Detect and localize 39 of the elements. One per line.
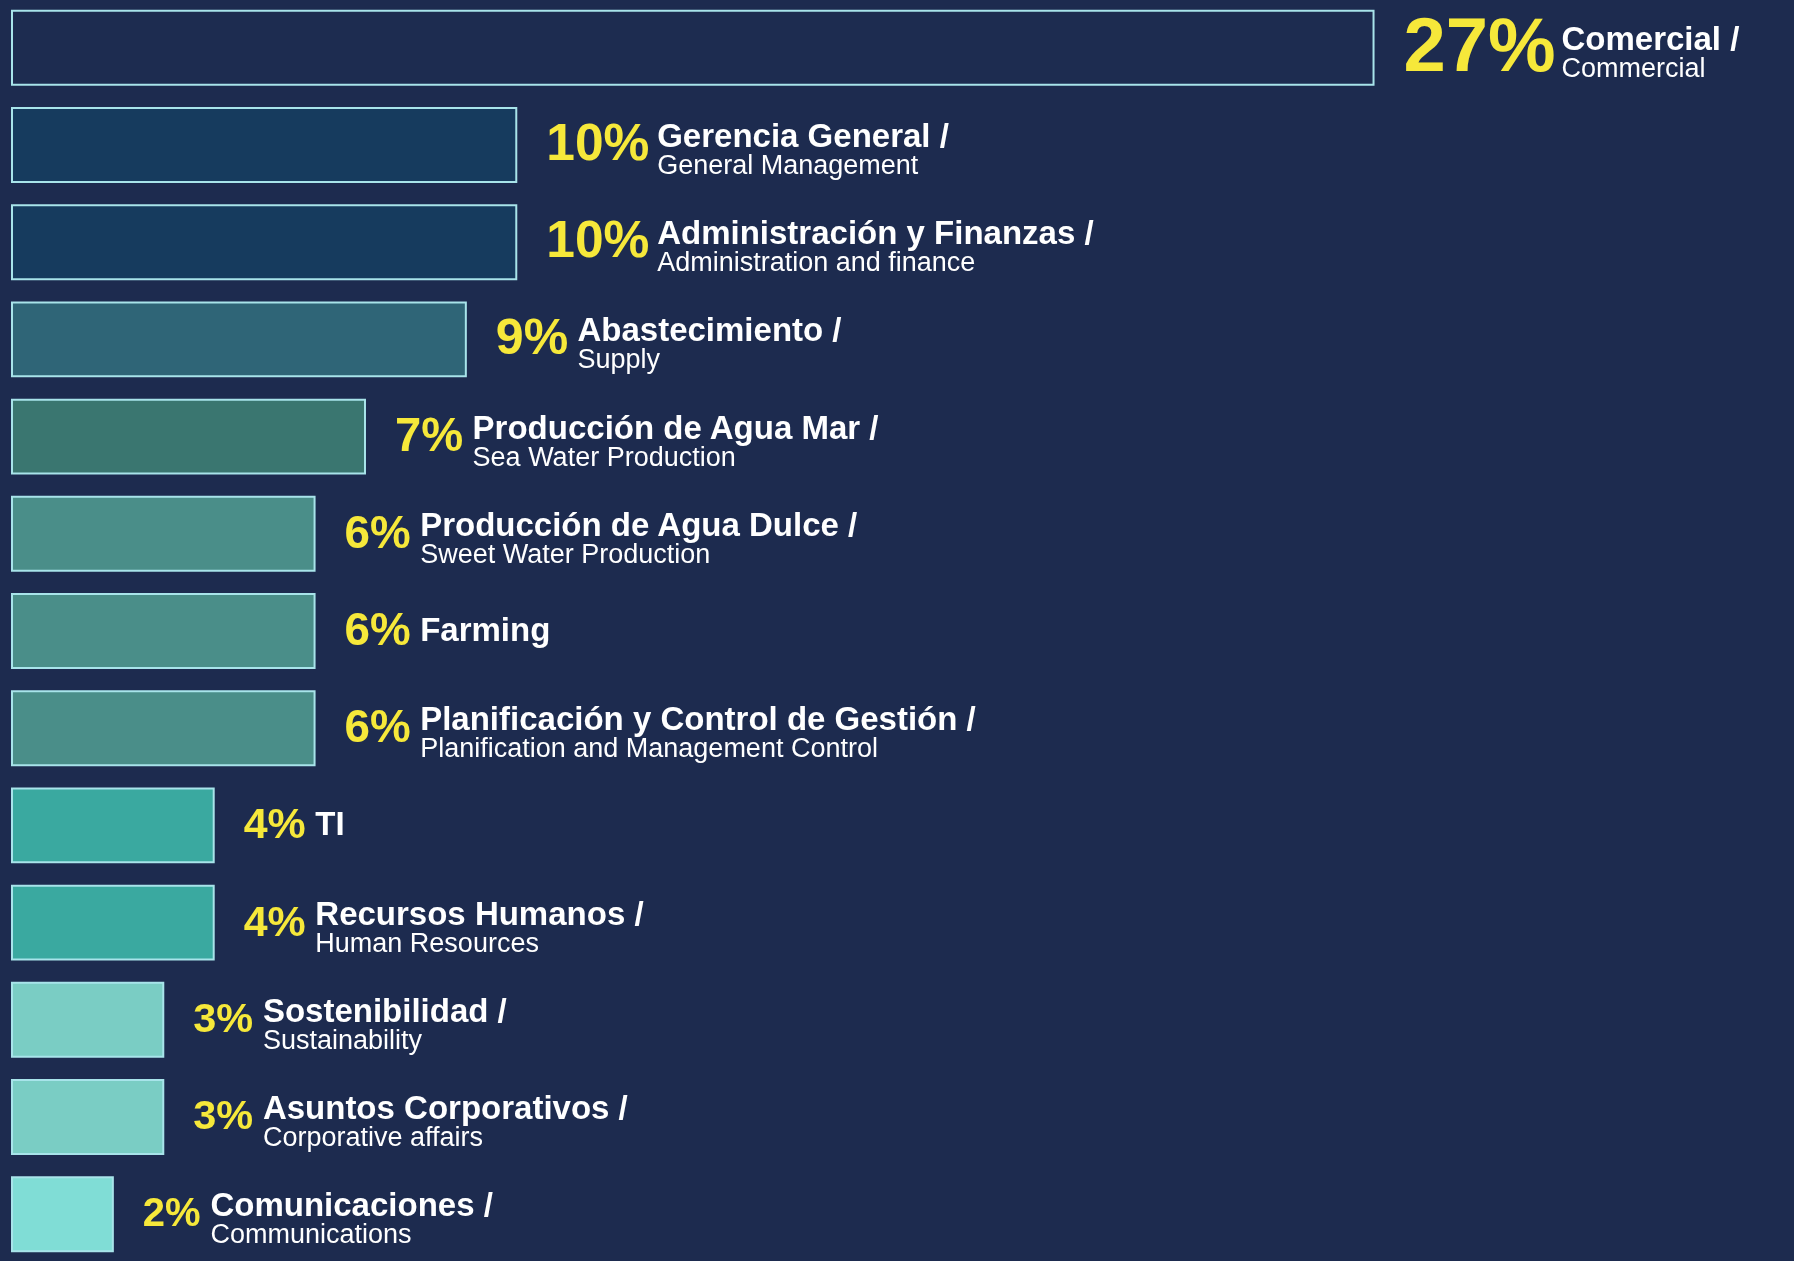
- bar: [11, 787, 215, 864]
- data-label: 6%: [344, 604, 411, 655]
- bar: [11, 981, 165, 1058]
- category-label: Comunicaciones / Communications: [210, 1186, 493, 1250]
- data-label: 4%: [243, 799, 306, 848]
- bar: [11, 204, 518, 281]
- bar: [11, 107, 518, 183]
- category-label: Sostenibilidad / Sustainability: [262, 991, 507, 1055]
- data-label: 4%: [243, 896, 306, 945]
- data-label: 9%: [495, 309, 569, 366]
- category-label: Planificación y Control de Gestión / Planification and Management Control: [420, 700, 976, 764]
- bar: [11, 884, 215, 961]
- category-label: Comercial / Commercial: [1561, 19, 1740, 83]
- category-label: Abastecimiento / Supply: [577, 311, 842, 375]
- bar: [11, 9, 1375, 86]
- data-label: 6%: [344, 506, 411, 558]
- data-label: 7%: [394, 407, 464, 461]
- category-label: Producción de Agua Dulce / Sweet Water Production: [420, 505, 858, 569]
- category-label: Producción de Agua Mar / Sea Water Production: [472, 408, 879, 472]
- data-label: 10%: [546, 210, 650, 269]
- data-label: 6%: [344, 701, 411, 753]
- data-label: 3%: [193, 993, 254, 1041]
- category-label: Recursos Humanos / Human Resources: [315, 894, 644, 958]
- data-label: 2%: [142, 1190, 201, 1235]
- y-tick-label: TI: [315, 805, 345, 843]
- bar: [11, 690, 316, 767]
- bar: [11, 1079, 165, 1155]
- bar: [11, 398, 366, 475]
- bar: [11, 495, 316, 572]
- category-label: Gerencia General / General Management: [657, 117, 949, 180]
- data-label: 27%: [1403, 1, 1556, 87]
- category-label: Administración y Finanzas / Administration and finance: [657, 214, 1094, 278]
- data-label: 3%: [193, 1091, 254, 1138]
- data-label: 10%: [546, 113, 650, 171]
- category-label: Asuntos Corporativos / Corporative affairs: [262, 1089, 628, 1152]
- bar: [11, 301, 467, 378]
- bar: [11, 1176, 114, 1253]
- bar: [11, 593, 316, 669]
- y-tick-label: Farming: [420, 611, 551, 648]
